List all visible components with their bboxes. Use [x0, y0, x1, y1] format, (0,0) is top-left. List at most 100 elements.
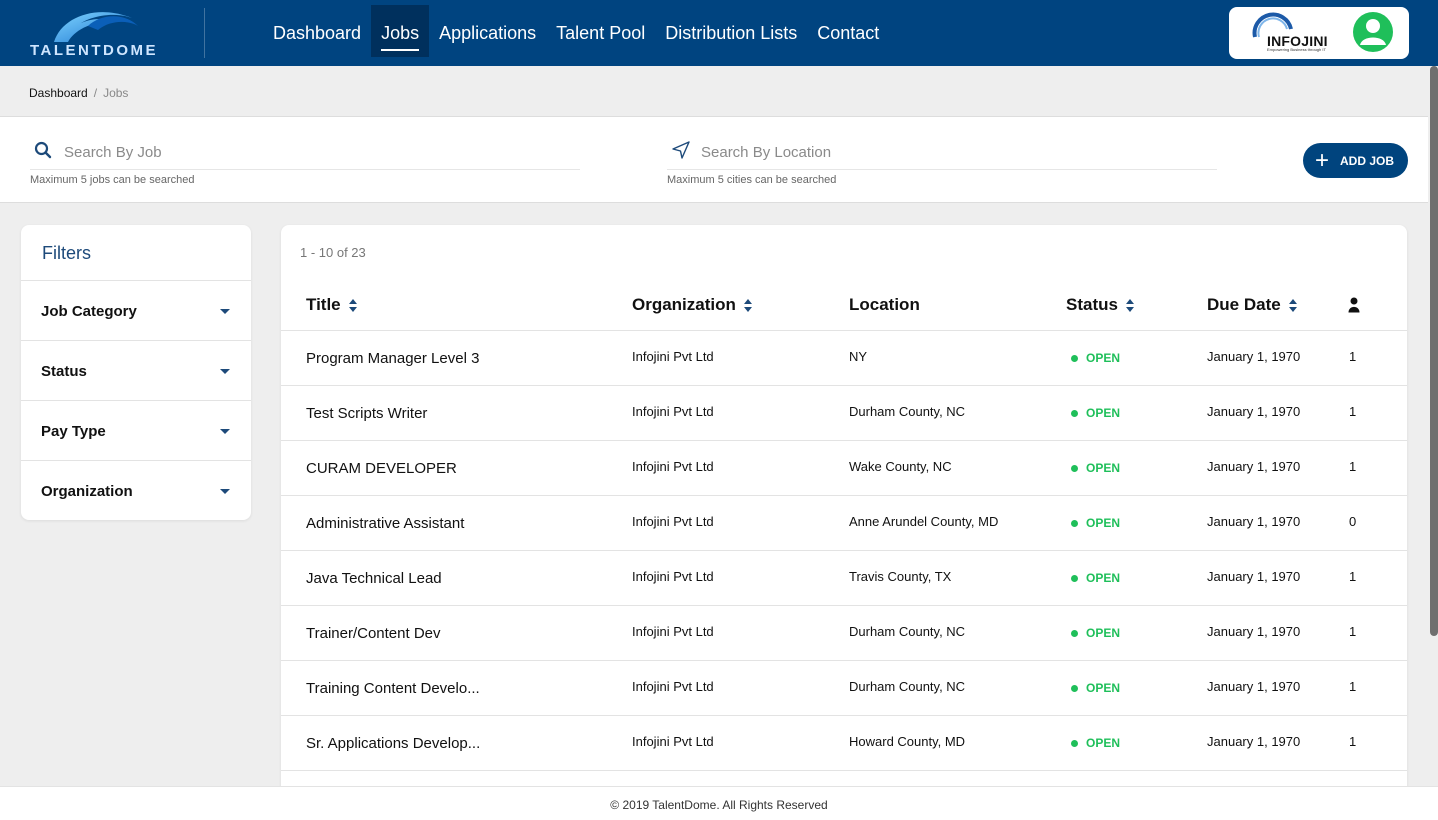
plus-icon: + — [1315, 146, 1330, 174]
job-due-date: January 1, 1970 — [1207, 458, 1301, 474]
user-icon — [1360, 19, 1386, 45]
breadcrumb: Dashboard / Jobs — [29, 86, 128, 100]
jobs-table-card: 1 - 10 of 23 Title Organization Location… — [281, 225, 1407, 795]
sort-icon[interactable] — [1125, 298, 1134, 312]
job-applicant-count: 1 — [1349, 678, 1357, 694]
filter-job-category[interactable]: Job Category — [21, 281, 251, 341]
filters-panel: Filters Job Category Status Pay Type Org… — [21, 225, 251, 520]
sort-icon[interactable] — [1288, 298, 1297, 312]
job-applicant-count: 1 — [1349, 348, 1357, 364]
table-row[interactable]: Test Scripts Writer Infojini Pvt Ltd Dur… — [281, 386, 1407, 441]
column-header-title[interactable]: Title — [306, 295, 357, 315]
column-label: Title — [306, 295, 341, 314]
job-location: Durham County, NC — [849, 623, 966, 639]
job-applicant-count: 1 — [1349, 403, 1357, 419]
infojini-logo-text: INFOJINI — [1267, 33, 1328, 49]
job-organization: Infojini Pvt Ltd — [632, 568, 714, 584]
job-title[interactable]: Administrative Assistant — [306, 515, 465, 532]
job-status: OPEN — [1071, 386, 1120, 440]
nav-dashboard[interactable]: Dashboard — [273, 23, 362, 43]
page-scrollbar[interactable] — [1428, 66, 1438, 786]
job-due-date: January 1, 1970 — [1207, 623, 1301, 639]
nav-talent-pool[interactable]: Talent Pool — [556, 23, 646, 43]
status-label: OPEN — [1086, 406, 1121, 420]
user-avatar[interactable] — [1353, 12, 1393, 52]
status-label: OPEN — [1086, 626, 1121, 640]
job-title[interactable]: CURAM DEVELOPER — [306, 460, 457, 477]
job-location: Wake County, NC — [849, 458, 952, 474]
table-row[interactable]: Java Technical Lead Infojini Pvt Ltd Tra… — [281, 551, 1407, 606]
job-status: OPEN — [1071, 716, 1120, 770]
nav-contact[interactable]: Contact — [817, 23, 880, 43]
status-label: OPEN — [1086, 571, 1121, 585]
column-header-status[interactable]: Status — [1066, 295, 1134, 315]
job-applicant-count: 1 — [1349, 568, 1357, 584]
table-row[interactable]: Administrative Assistant Infojini Pvt Lt… — [281, 496, 1407, 551]
location-search-input[interactable] — [701, 139, 1201, 165]
job-due-date: January 1, 1970 — [1207, 733, 1301, 749]
caret-down-icon — [220, 489, 230, 494]
status-label: OPEN — [1086, 461, 1121, 475]
search-icon — [34, 141, 52, 159]
copyright-text: © 2019 TalentDome. All Rights Reserved — [610, 798, 828, 812]
filter-label: Job Category — [41, 303, 137, 320]
status-dot-icon — [1071, 684, 1078, 692]
status-label: OPEN — [1086, 681, 1121, 695]
job-due-date: January 1, 1970 — [1207, 348, 1301, 364]
person-icon — [1348, 297, 1360, 313]
job-title[interactable]: Program Manager Level 3 — [306, 350, 480, 367]
job-search-input[interactable] — [64, 139, 564, 165]
job-organization: Infojini Pvt Ltd — [632, 678, 714, 694]
column-header-organization[interactable]: Organization — [632, 295, 752, 315]
job-title[interactable]: Java Technical Lead — [306, 570, 442, 587]
add-job-button[interactable]: + ADD JOB — [1303, 143, 1408, 178]
nav-applications[interactable]: Applications — [439, 23, 537, 43]
table-row[interactable]: Trainer/Content Dev Infojini Pvt Ltd Dur… — [281, 606, 1407, 661]
breadcrumb-dashboard[interactable]: Dashboard — [29, 86, 88, 100]
status-dot-icon — [1071, 409, 1078, 417]
status-dot-icon — [1071, 739, 1078, 747]
top-navbar: TALENTDOME Dashboard Jobs Applications T… — [0, 0, 1438, 66]
infojini-tagline: Empowering Business through IT — [1267, 47, 1326, 52]
job-title[interactable]: Test Scripts Writer — [306, 405, 428, 422]
filter-organization[interactable]: Organization — [21, 461, 251, 520]
job-organization: Infojini Pvt Ltd — [632, 733, 714, 749]
filter-label: Pay Type — [41, 423, 106, 440]
filter-pay-type[interactable]: Pay Type — [21, 401, 251, 461]
column-header-due-date[interactable]: Due Date — [1207, 295, 1297, 315]
location-search-hint: Maximum 5 cities can be searched — [667, 174, 837, 186]
talentdome-logo[interactable] — [28, 6, 168, 58]
sort-icon[interactable] — [348, 298, 357, 312]
job-title[interactable]: Sr. Applications Develop... — [306, 735, 481, 752]
breadcrumb-jobs: Jobs — [103, 86, 129, 100]
talentdome-logo-mark — [54, 12, 138, 42]
job-due-date: January 1, 1970 — [1207, 513, 1301, 529]
job-organization: Infojini Pvt Ltd — [632, 458, 714, 474]
job-organization: Infojini Pvt Ltd — [632, 348, 714, 364]
results-count: 1 - 10 of 23 — [300, 245, 366, 260]
table-row[interactable]: CURAM DEVELOPER Infojini Pvt Ltd Wake Co… — [281, 441, 1407, 496]
column-label: Status — [1066, 295, 1118, 314]
job-title[interactable]: Training Content Develo... — [306, 680, 480, 697]
job-status: OPEN — [1071, 496, 1120, 550]
filters-title: Filters — [21, 225, 251, 281]
job-organization: Infojini Pvt Ltd — [632, 623, 714, 639]
sort-icon[interactable] — [743, 298, 752, 312]
table-row[interactable]: Program Manager Level 3 Infojini Pvt Ltd… — [281, 331, 1407, 386]
column-label: Organization — [632, 295, 736, 314]
job-location: Durham County, NC — [849, 678, 966, 694]
table-header-divider — [281, 330, 1407, 331]
caret-down-icon — [220, 369, 230, 374]
nav-distribution-lists[interactable]: Distribution Lists — [665, 23, 798, 43]
scrollbar-thumb[interactable] — [1430, 66, 1438, 636]
job-title[interactable]: Trainer/Content Dev — [306, 625, 441, 642]
job-search-field — [30, 137, 580, 170]
nav-jobs[interactable]: Jobs — [371, 5, 430, 57]
filter-status[interactable]: Status — [21, 341, 251, 401]
job-applicant-count: 0 — [1349, 513, 1357, 529]
job-applicant-count: 1 — [1349, 623, 1357, 639]
table-row[interactable]: Sr. Applications Develop... Infojini Pvt… — [281, 716, 1407, 771]
status-label: OPEN — [1086, 351, 1121, 365]
job-due-date: January 1, 1970 — [1207, 403, 1301, 419]
table-row[interactable]: Training Content Develo... Infojini Pvt … — [281, 661, 1407, 716]
